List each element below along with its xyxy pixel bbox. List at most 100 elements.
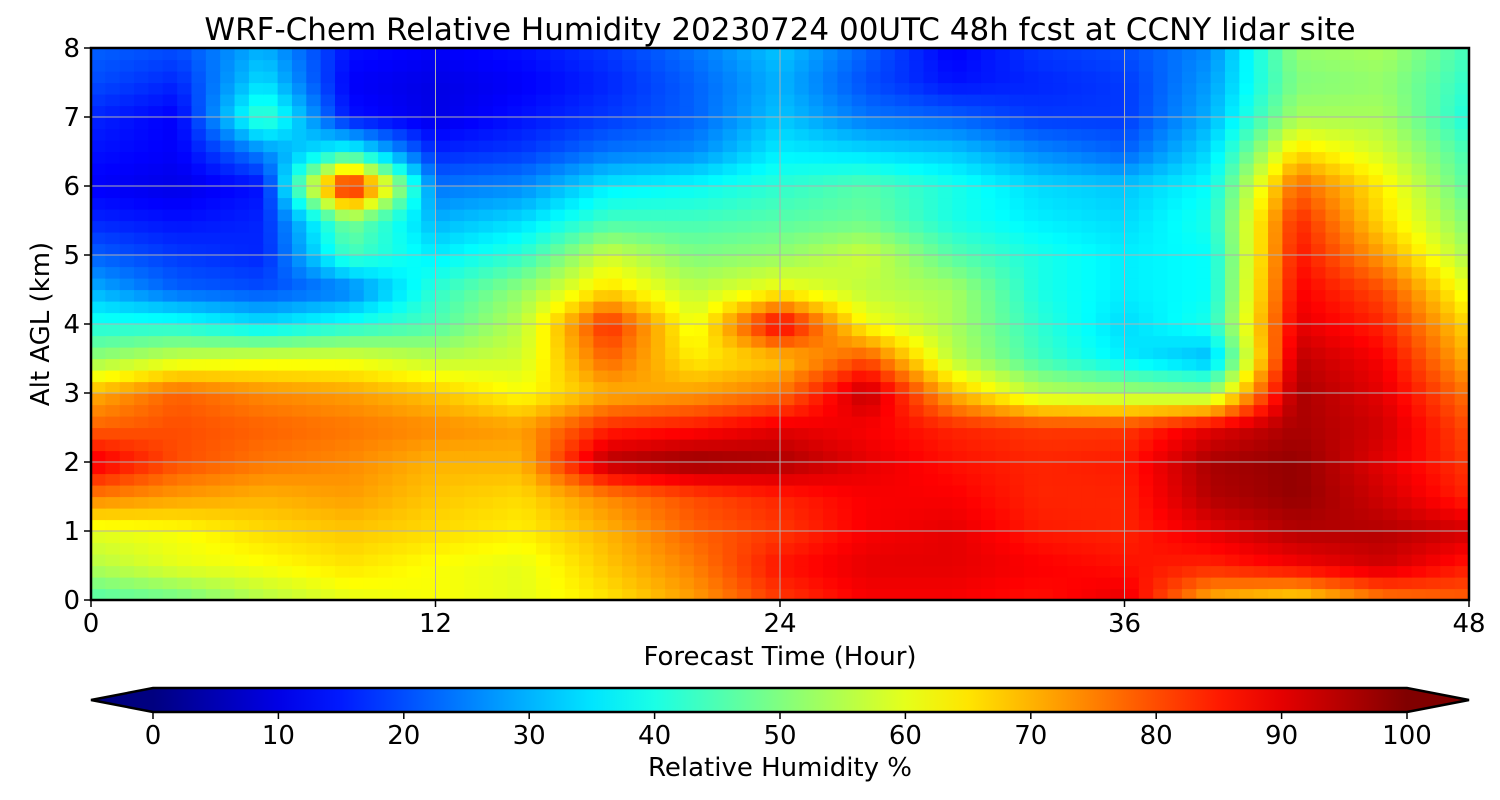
heatmap-cell: [837, 243, 853, 256]
heatmap-cell: [492, 151, 508, 164]
heatmap-cell: [1296, 439, 1312, 452]
heatmap-cell: [1282, 209, 1298, 222]
heatmap-cell: [593, 335, 609, 348]
heatmap-cell: [191, 335, 207, 348]
heatmap-cell: [1296, 404, 1312, 417]
heatmap-cell: [1325, 312, 1341, 325]
heatmap-cell: [966, 151, 982, 164]
heatmap-cell: [119, 381, 135, 394]
heatmap-cell: [823, 163, 839, 176]
heatmap-cell: [880, 301, 896, 314]
heatmap-cell: [564, 59, 580, 72]
heatmap-cell: [1440, 278, 1456, 291]
heatmap-cell: [1196, 59, 1212, 72]
heatmap-cell: [679, 82, 695, 95]
heatmap-cell: [1009, 496, 1025, 509]
heatmap-cell: [722, 289, 738, 302]
heatmap-cell: [1368, 255, 1384, 268]
heatmap-cell: [952, 393, 968, 406]
heatmap-cell: [406, 565, 422, 578]
heatmap-cell: [1038, 278, 1054, 291]
heatmap-cell: [1210, 554, 1226, 567]
heatmap-cell: [579, 140, 594, 153]
heatmap-cell: [550, 427, 566, 440]
heatmap-cell: [1224, 577, 1240, 590]
heatmap-cell: [1354, 450, 1370, 463]
heatmap-cell: [1138, 335, 1154, 348]
heatmap-cell: [751, 243, 767, 256]
heatmap-cell: [636, 370, 652, 383]
heatmap-cell: [665, 519, 681, 532]
heatmap-cell: [291, 71, 307, 84]
heatmap-cell: [291, 439, 307, 452]
heatmap-cell: [478, 117, 494, 130]
heatmap-cell: [205, 588, 221, 600]
heatmap-cell: [607, 105, 623, 118]
heatmap-cell: [1095, 358, 1111, 371]
heatmap-cell: [406, 71, 422, 84]
heatmap-cell: [1067, 209, 1083, 222]
heatmap-cell: [1296, 347, 1312, 360]
heatmap-cell: [162, 496, 178, 509]
heatmap-cell: [909, 140, 925, 153]
heatmap-cell: [1282, 278, 1298, 291]
heatmap-cell: [248, 278, 264, 291]
heatmap-cell: [995, 140, 1011, 153]
heatmap-cell: [1067, 439, 1083, 452]
heatmap-cell: [851, 416, 867, 429]
heatmap-cell: [1181, 278, 1197, 291]
heatmap-cell: [909, 473, 925, 486]
heatmap-cell: [751, 174, 767, 187]
heatmap-cell: [1224, 128, 1240, 141]
heatmap-cell: [421, 358, 437, 371]
heatmap-cell: [162, 439, 178, 452]
heatmap-cell: [736, 255, 752, 268]
heatmap-cell: [1110, 335, 1126, 348]
heatmap-cell: [665, 128, 681, 141]
heatmap-cell: [1311, 450, 1327, 463]
heatmap-cell: [464, 232, 480, 245]
heatmap-cell: [837, 117, 853, 130]
heatmap-cell: [966, 519, 982, 532]
heatmap-cell: [794, 347, 810, 360]
heatmap-cell: [1181, 462, 1197, 475]
heatmap-cell: [449, 289, 465, 302]
heatmap-cell: [1440, 71, 1456, 84]
heatmap-cell: [162, 485, 178, 498]
heatmap-cell: [751, 48, 767, 61]
heatmap-cell: [650, 427, 666, 440]
heatmap-cell: [349, 462, 365, 475]
heatmap-cell: [579, 577, 594, 590]
heatmap-cell: [880, 59, 896, 72]
heatmap-cell: [406, 220, 422, 233]
heatmap-cell: [507, 531, 523, 544]
heatmap-cell: [1354, 209, 1370, 222]
heatmap-cell: [736, 48, 752, 61]
heatmap-cell: [521, 347, 537, 360]
heatmap-cell: [478, 243, 494, 256]
heatmap-cell: [780, 542, 795, 555]
heatmap-cell: [736, 416, 752, 429]
heatmap-cell: [593, 381, 609, 394]
heatmap-cell: [1253, 554, 1269, 567]
heatmap-cell: [1167, 186, 1183, 199]
heatmap-cell: [1181, 554, 1197, 567]
heatmap-cell: [679, 243, 695, 256]
heatmap-cell: [808, 220, 824, 233]
heatmap-cell: [492, 243, 508, 256]
heatmap-cell: [923, 427, 939, 440]
heatmap-cell: [550, 404, 566, 417]
heatmap-cell: [550, 542, 566, 555]
heatmap-cell: [119, 163, 135, 176]
heatmap-cell: [119, 301, 135, 314]
heatmap-cell: [1081, 151, 1097, 164]
heatmap-cell: [622, 59, 638, 72]
heatmap-cell: [105, 427, 121, 440]
heatmap-cell: [507, 370, 523, 383]
x-axis: 0 12 24 36 48: [83, 600, 1486, 639]
heatmap-cell: [1138, 565, 1154, 578]
heatmap-cell: [277, 358, 293, 371]
heatmap-cell: [1196, 335, 1212, 348]
heatmap-cell: [191, 243, 207, 256]
heatmap-cell: [205, 289, 221, 302]
